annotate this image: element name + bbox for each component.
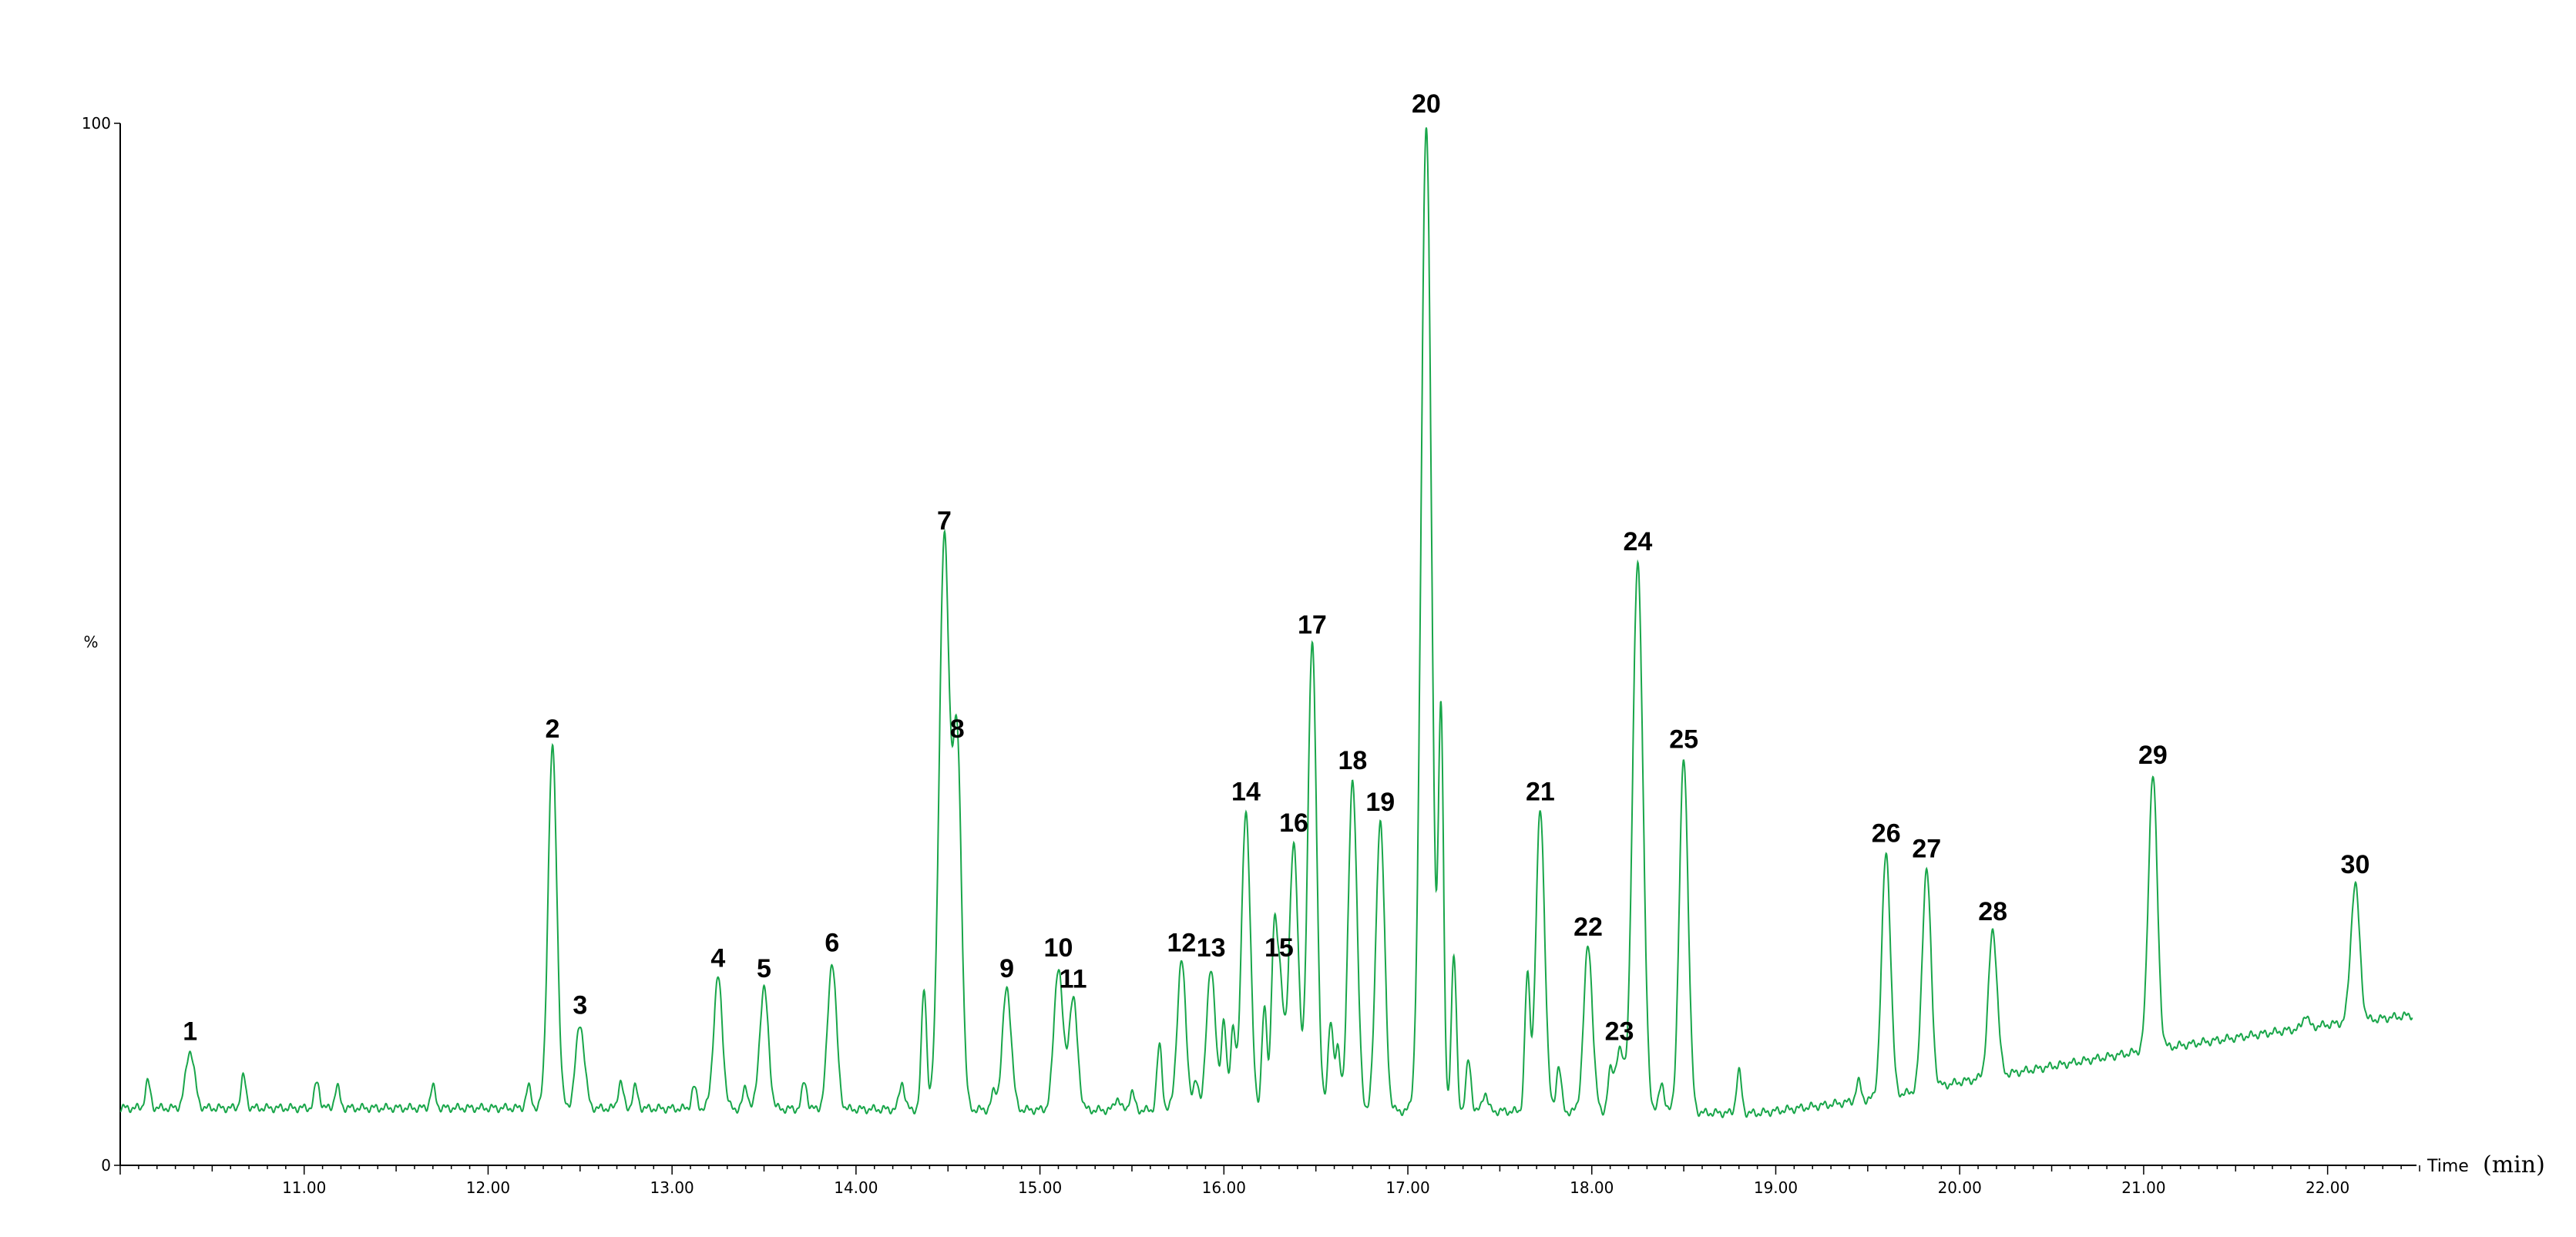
- peak-label-19: 19: [1365, 788, 1395, 817]
- x-tick-label: 21.00: [2121, 1178, 2165, 1197]
- x-tick-label: 19.00: [1754, 1178, 1798, 1197]
- x-tick-label: 14.00: [834, 1178, 878, 1197]
- x-tick-label: 12.00: [466, 1178, 510, 1197]
- x-tick-label: 11.00: [282, 1178, 326, 1197]
- peak-label-24: 24: [1624, 527, 1653, 556]
- peak-label-8: 8: [950, 714, 965, 744]
- peak-label-21: 21: [1526, 777, 1555, 806]
- peak-label-5: 5: [757, 954, 771, 983]
- y-tick-label: 100: [82, 114, 111, 133]
- peak-label-27: 27: [1912, 835, 1941, 864]
- y-tick-label: 0: [101, 1156, 111, 1175]
- peak-label-28: 28: [1978, 897, 2007, 926]
- x-tick-label: 17.00: [1385, 1178, 1429, 1197]
- peak-label-29: 29: [2138, 741, 2168, 770]
- peak-label-7: 7: [937, 506, 952, 536]
- x-ticks: 11.00 12.00 13.00 14.00 15.00 16.00 17.00 18.00…: [119, 1165, 2420, 1197]
- peak-label-12: 12: [1167, 928, 1197, 957]
- peak-label-23: 23: [1605, 1017, 1634, 1046]
- peak-label-3: 3: [573, 990, 587, 1020]
- y-axis-label: %: [83, 633, 98, 651]
- peak-label-30: 30: [2341, 850, 2370, 879]
- x-axis-unit: (min): [2483, 1151, 2545, 1178]
- x-tick-label: 16.00: [1202, 1178, 1246, 1197]
- x-axis-label: Time: [2427, 1157, 2469, 1176]
- peak-label-20: 20: [1412, 89, 1441, 119]
- peak-label-17: 17: [1298, 610, 1327, 640]
- x-tick-label: 18.00: [1570, 1178, 1614, 1197]
- peak-label-13: 13: [1197, 933, 1226, 963]
- peak-label-18: 18: [1338, 746, 1368, 775]
- peak-label-22: 22: [1573, 913, 1603, 942]
- y-ticks: 0 100: [82, 114, 120, 1175]
- peak-label-6: 6: [825, 928, 839, 957]
- peak-label-2: 2: [546, 714, 560, 744]
- x-tick-label: 13.00: [650, 1178, 694, 1197]
- trace: [119, 127, 2413, 1118]
- peak-label-26: 26: [1872, 819, 1901, 848]
- peak-label-15: 15: [1264, 933, 1294, 963]
- peak-label-9: 9: [999, 954, 1014, 983]
- chromatogram-trace: [119, 127, 2413, 1118]
- peak-label-16: 16: [1279, 808, 1308, 838]
- x-tick-label: 15.00: [1018, 1178, 1062, 1197]
- axes: % Time (min): [83, 123, 2545, 1178]
- peak-label-1: 1: [183, 1017, 197, 1046]
- peak-label-11: 11: [1060, 965, 1087, 994]
- peak-label-4: 4: [710, 944, 725, 973]
- x-tick-label: 20.00: [1938, 1178, 1982, 1197]
- peak-label-25: 25: [1669, 725, 1698, 755]
- peak-label-10: 10: [1044, 933, 1073, 963]
- x-tick-label: 22.00: [2306, 1178, 2349, 1197]
- peak-label-14: 14: [1231, 777, 1261, 806]
